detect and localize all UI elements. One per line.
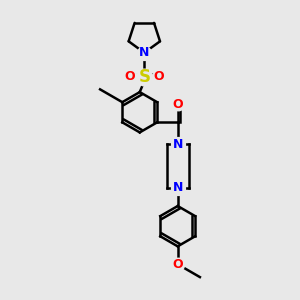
Text: O: O	[172, 98, 183, 111]
Text: S: S	[138, 68, 150, 85]
Text: O: O	[172, 258, 183, 271]
Text: N: N	[172, 138, 183, 151]
Text: O: O	[154, 70, 164, 83]
Text: N: N	[139, 46, 149, 59]
Text: N: N	[172, 181, 183, 194]
Text: O: O	[124, 70, 135, 83]
